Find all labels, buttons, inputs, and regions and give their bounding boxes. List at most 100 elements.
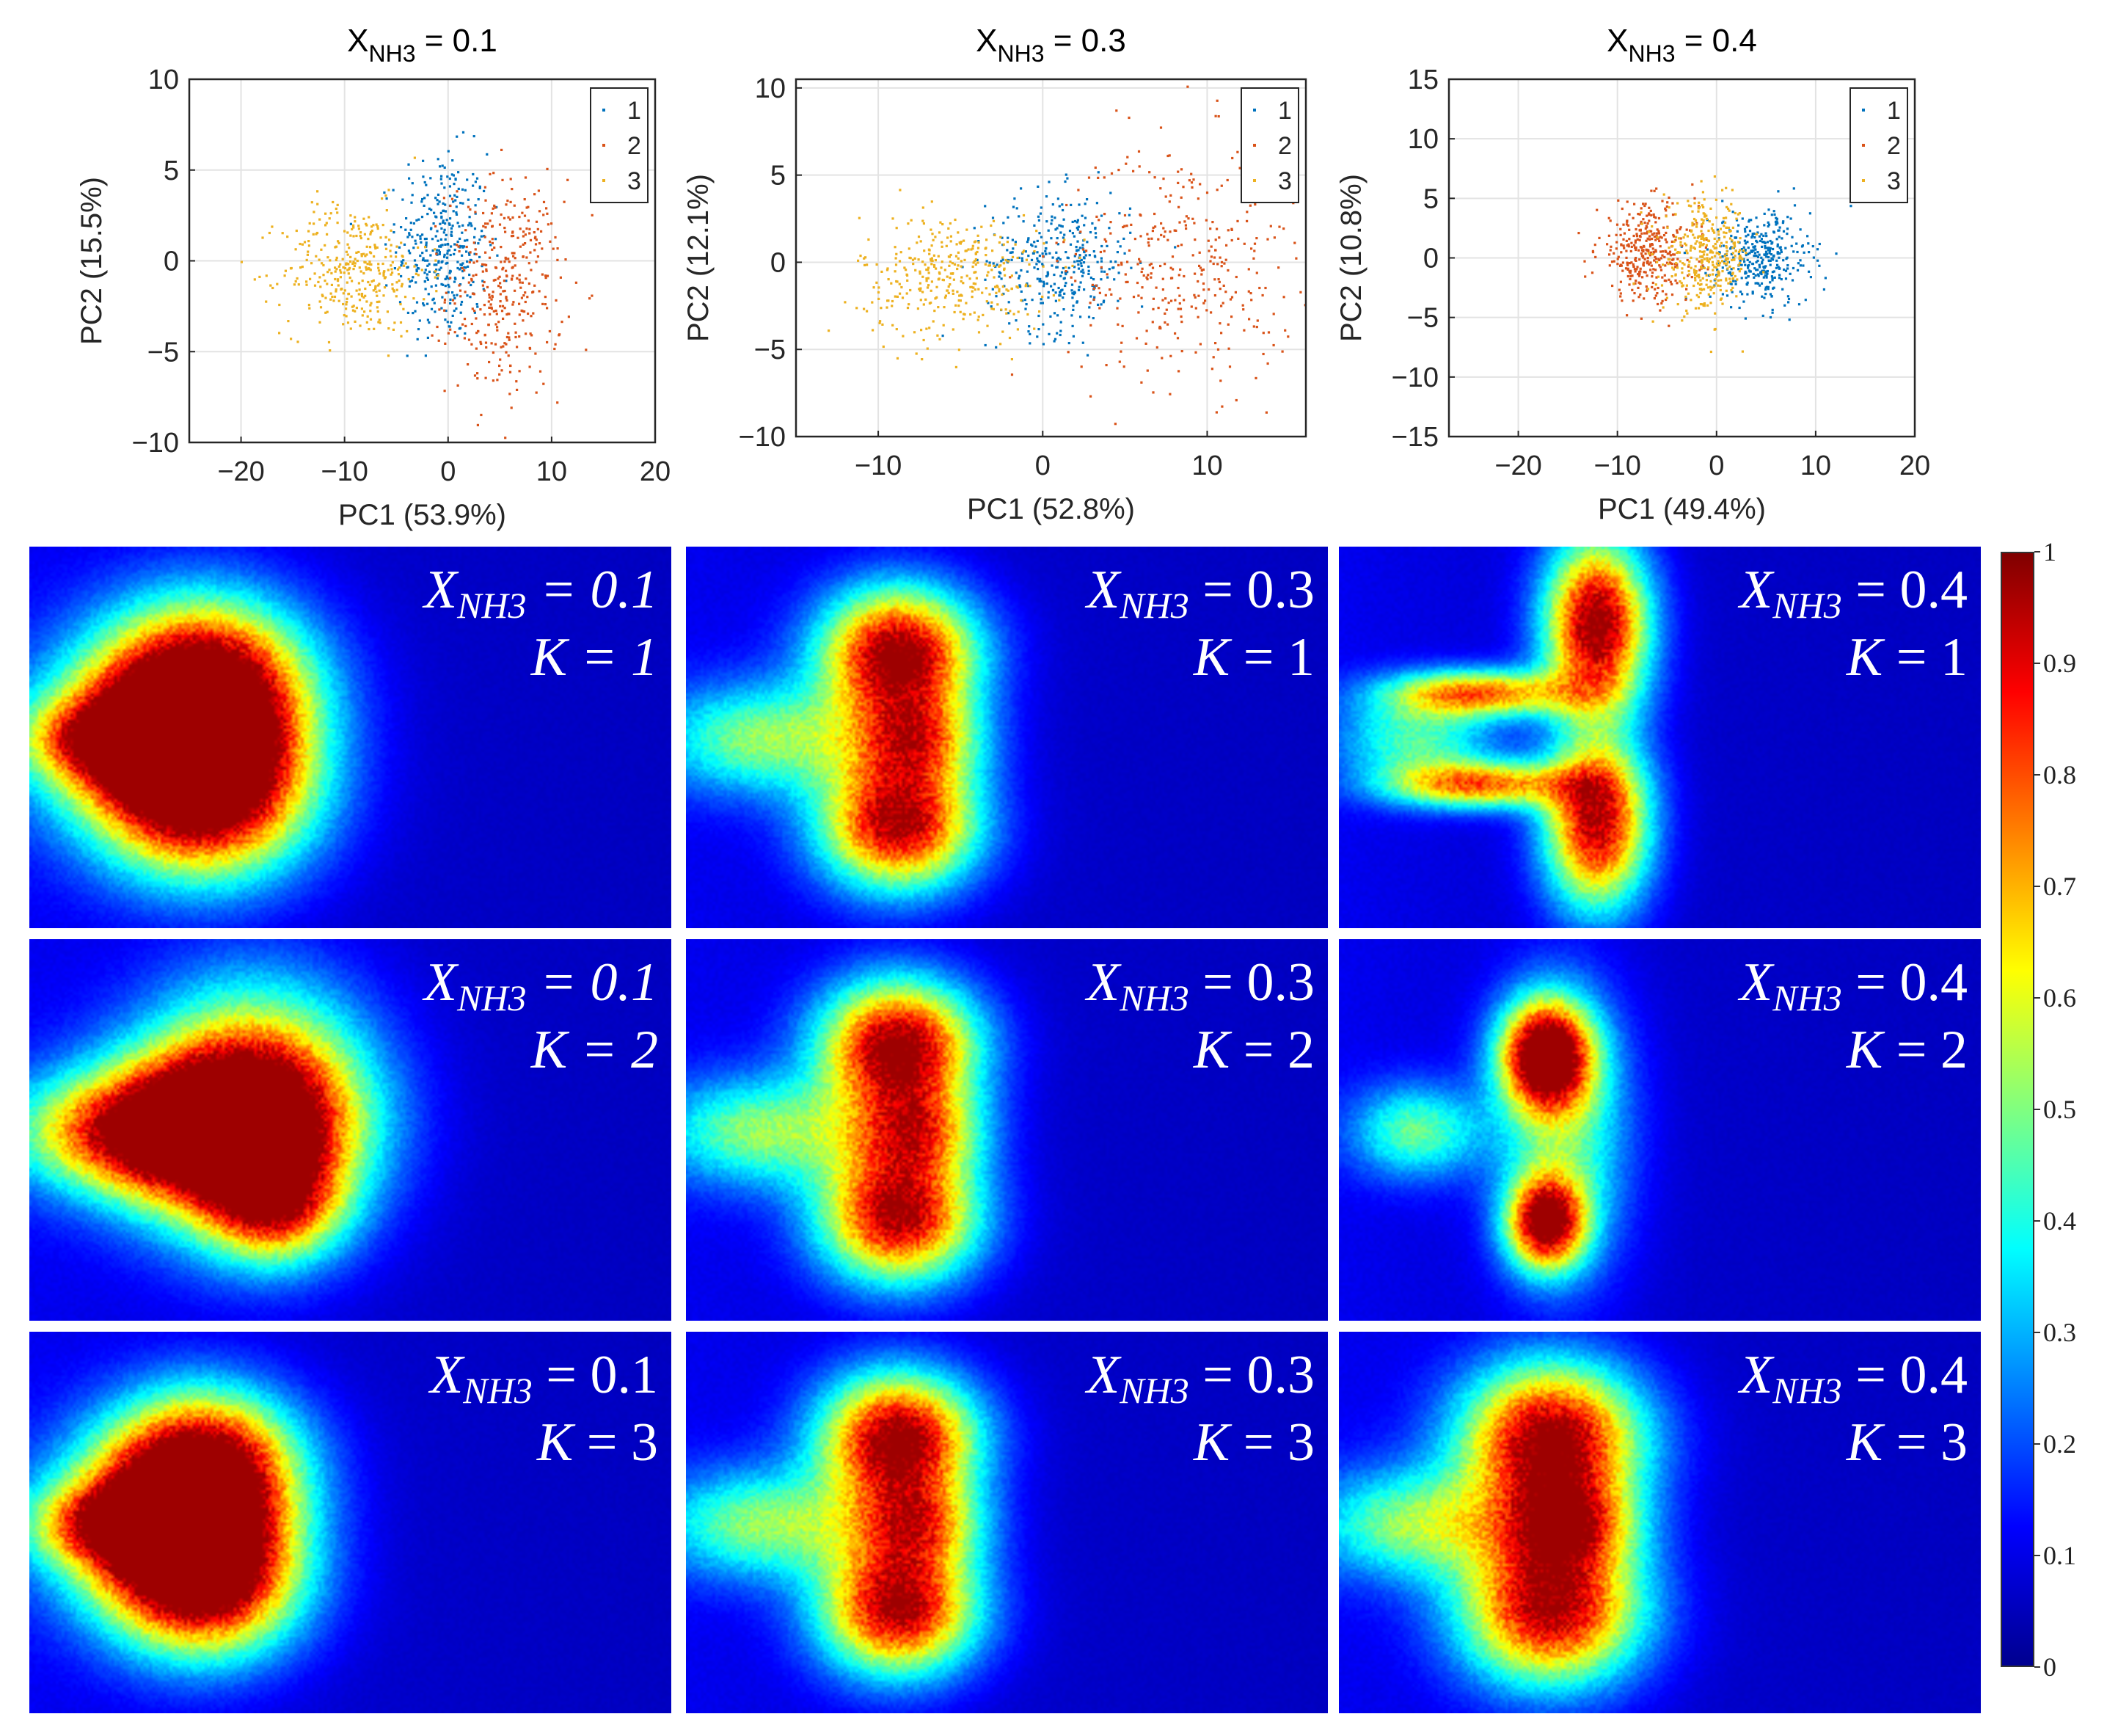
data-point xyxy=(1721,266,1724,269)
data-point xyxy=(365,268,368,271)
data-point xyxy=(1708,220,1711,223)
data-point xyxy=(1139,213,1142,216)
data-point xyxy=(1739,291,1742,293)
data-point xyxy=(1056,197,1059,200)
data-point xyxy=(1656,232,1659,235)
data-point xyxy=(1685,284,1688,287)
data-point xyxy=(1690,276,1693,279)
data-point xyxy=(466,260,469,263)
data-point xyxy=(1701,261,1704,264)
data-point xyxy=(1041,263,1044,266)
data-point xyxy=(1709,274,1712,277)
data-point xyxy=(1243,329,1246,332)
legend-marker xyxy=(1862,179,1865,182)
data-point xyxy=(1761,271,1764,274)
data-point xyxy=(349,222,352,225)
data-point xyxy=(962,318,965,321)
heatmap-xnh3-label: XNH3 = 0.3 xyxy=(1087,955,1315,1016)
data-point xyxy=(1623,247,1626,249)
data-point xyxy=(415,281,417,284)
legend-label: 3 xyxy=(1278,167,1292,195)
data-point xyxy=(1707,266,1710,269)
data-point xyxy=(1054,216,1056,219)
data-point xyxy=(468,253,471,256)
data-point xyxy=(1629,269,1632,272)
data-point xyxy=(476,305,479,308)
data-point xyxy=(1089,295,1092,298)
data-point xyxy=(1744,270,1747,273)
data-point xyxy=(410,279,414,282)
data-point xyxy=(508,338,511,341)
data-point xyxy=(1619,295,1622,298)
data-point xyxy=(355,251,358,254)
data-point xyxy=(1653,235,1656,238)
data-point xyxy=(461,254,464,257)
data-point xyxy=(544,303,547,306)
data-point xyxy=(1645,239,1648,242)
data-point xyxy=(1676,202,1679,205)
data-point xyxy=(473,227,477,230)
data-point xyxy=(434,215,437,218)
data-point xyxy=(903,266,906,269)
data-point xyxy=(522,230,525,233)
data-point xyxy=(976,261,979,264)
data-point xyxy=(434,197,437,200)
data-point xyxy=(1760,282,1764,285)
data-point xyxy=(534,243,538,246)
data-point xyxy=(315,233,318,236)
data-point xyxy=(987,271,990,274)
data-point xyxy=(456,384,459,387)
data-point xyxy=(1835,252,1838,255)
data-point xyxy=(1752,246,1755,249)
data-point xyxy=(1284,329,1287,332)
data-point xyxy=(474,248,477,251)
data-point xyxy=(1782,230,1786,233)
data-point xyxy=(927,284,930,287)
data-point xyxy=(1003,269,1006,271)
data-point xyxy=(1731,286,1734,289)
data-point xyxy=(1665,215,1668,218)
data-point xyxy=(1026,270,1029,273)
data-point xyxy=(488,293,491,296)
data-point xyxy=(1689,229,1692,232)
data-point xyxy=(1763,224,1766,227)
data-point xyxy=(1655,276,1658,279)
data-point xyxy=(947,291,950,294)
data-point xyxy=(1695,274,1698,277)
data-point xyxy=(465,250,468,253)
heatmap-k-label: K = 3 xyxy=(1194,1415,1315,1470)
data-point xyxy=(1078,256,1081,259)
data-point xyxy=(1715,275,1719,278)
data-point xyxy=(1750,250,1753,253)
data-point xyxy=(1709,288,1712,291)
data-point xyxy=(1705,274,1708,277)
data-point xyxy=(954,218,957,222)
data-point xyxy=(535,238,538,241)
data-point xyxy=(431,249,434,252)
data-point xyxy=(963,258,966,261)
data-point xyxy=(421,258,425,262)
data-point xyxy=(1230,228,1233,231)
data-point xyxy=(360,255,363,258)
data-point xyxy=(1756,273,1760,276)
data-point xyxy=(954,365,957,368)
x-tick-label: 0 xyxy=(1709,451,1724,481)
x-axis-label: PC1 (49.4%) xyxy=(1598,493,1766,525)
data-point xyxy=(414,310,417,313)
data-point xyxy=(1786,227,1789,230)
data-point xyxy=(919,270,921,273)
data-point xyxy=(489,240,492,243)
data-point xyxy=(1731,271,1734,274)
data-point xyxy=(1730,268,1733,271)
data-point xyxy=(1726,258,1729,260)
data-point xyxy=(1642,264,1645,267)
data-point xyxy=(299,242,302,246)
data-point xyxy=(1712,285,1715,288)
data-point xyxy=(1010,258,1013,261)
data-point xyxy=(545,207,548,210)
data-point xyxy=(1210,255,1213,258)
data-point xyxy=(442,202,445,205)
data-point xyxy=(358,299,362,302)
data-point xyxy=(1012,247,1015,250)
data-point xyxy=(365,321,368,324)
